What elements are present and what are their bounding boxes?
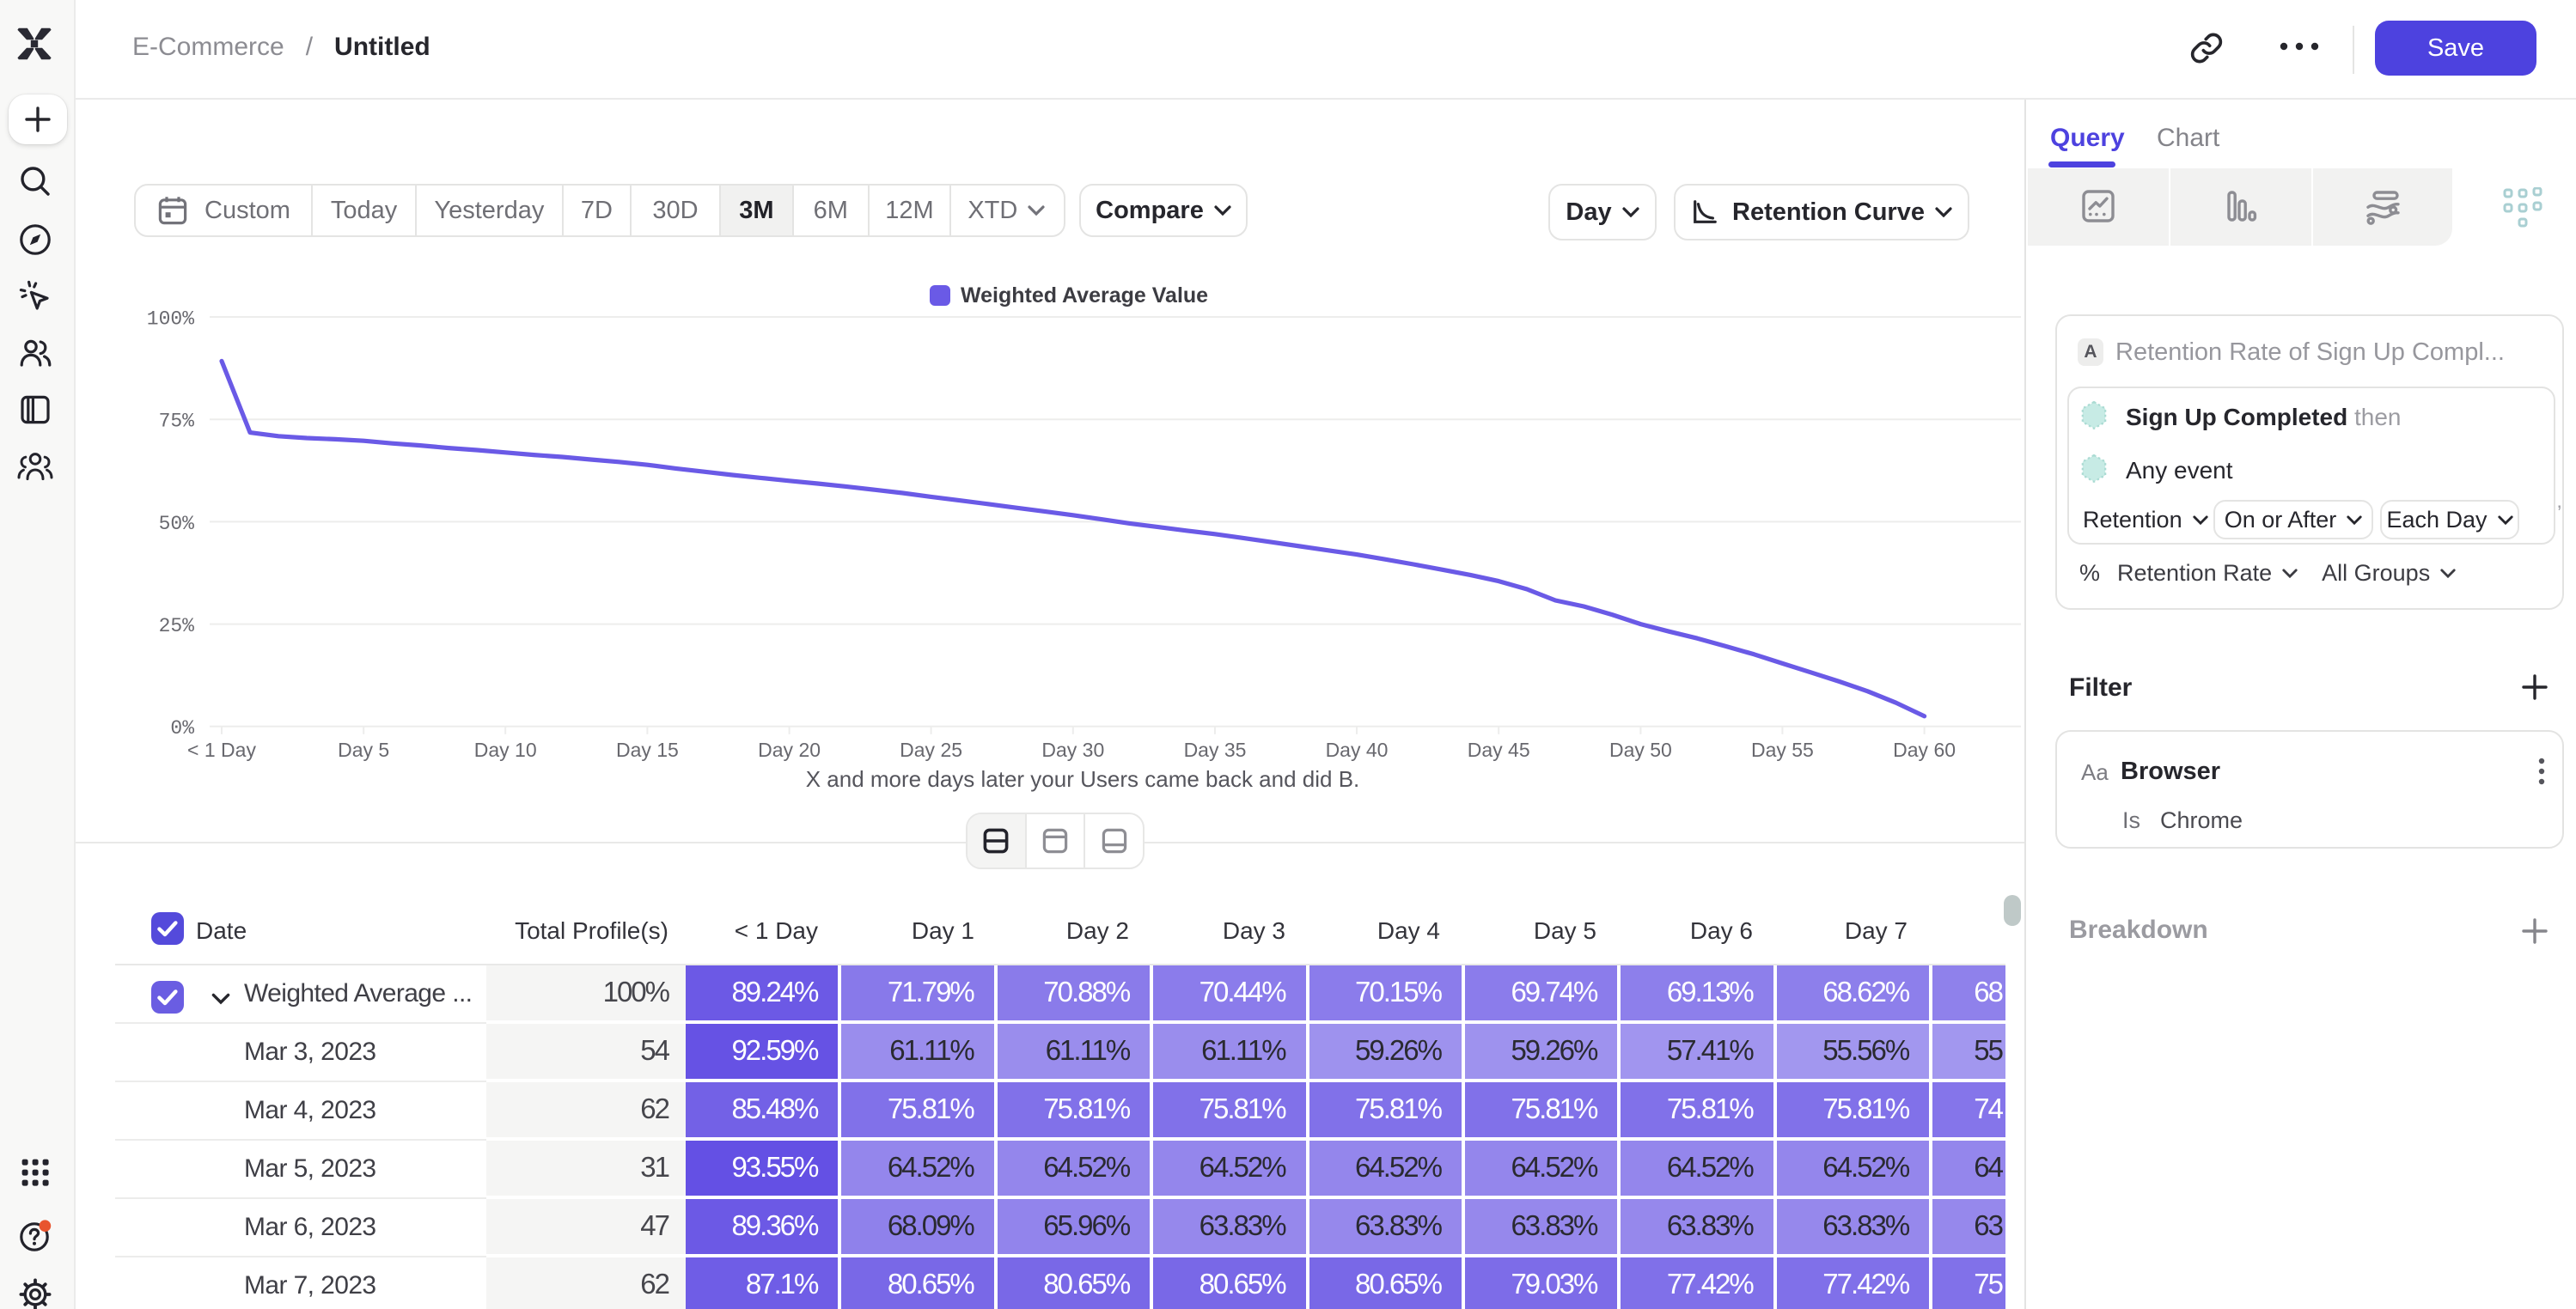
svg-text:25%: 25%	[159, 615, 195, 637]
svg-text:Day 50: Day 50	[1609, 739, 1672, 761]
svg-text:Day 55: Day 55	[1751, 739, 1814, 761]
svg-text:50%: 50%	[159, 513, 195, 535]
svg-text:Day 25: Day 25	[900, 739, 962, 761]
svg-text:Day 35: Day 35	[1184, 739, 1247, 761]
svg-text:Day 20: Day 20	[758, 739, 821, 761]
svg-text:X and more days later your Use: X and more days later your Users came ba…	[806, 766, 1360, 792]
svg-text:100%: 100%	[147, 307, 194, 330]
svg-text:Day 45: Day 45	[1468, 739, 1530, 761]
svg-text:Day 10: Day 10	[474, 739, 537, 761]
svg-text:75%: 75%	[159, 411, 195, 433]
svg-text:Day 30: Day 30	[1041, 739, 1104, 761]
svg-text:Day 60: Day 60	[1893, 739, 1956, 761]
svg-text:Day 40: Day 40	[1326, 739, 1389, 761]
svg-text:0%: 0%	[170, 717, 194, 740]
svg-text:< 1 Day: < 1 Day	[187, 739, 256, 761]
svg-text:Day 15: Day 15	[616, 739, 679, 761]
svg-text:Day 5: Day 5	[338, 739, 389, 761]
